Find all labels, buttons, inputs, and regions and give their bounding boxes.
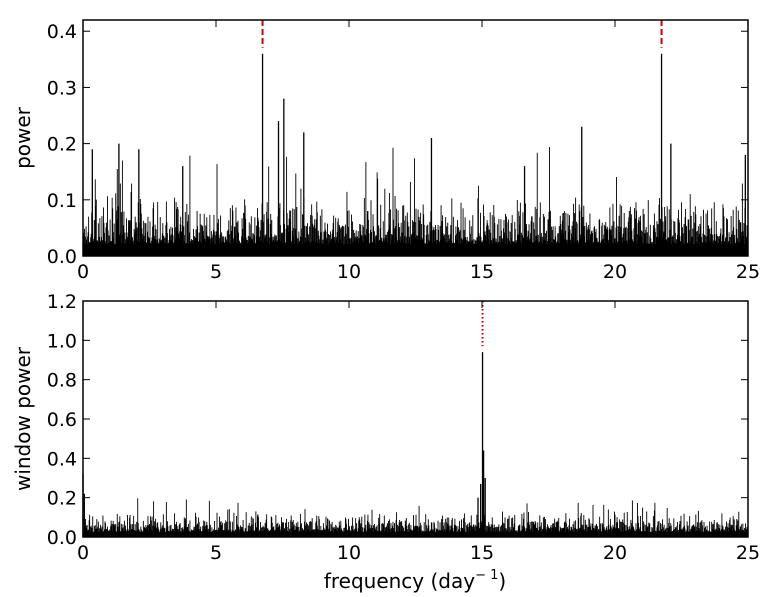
- y-tick-label: 0.0: [47, 246, 77, 268]
- window-power-ticks: 0 5 10 15 20 25 0.0 0.2 0.4 0.6 0.8 1.0 1.2: [47, 291, 760, 564]
- xlabel-suffix: ): [498, 569, 506, 593]
- x-tick-label: 25: [736, 542, 760, 564]
- x-tick-label: 0: [77, 542, 89, 564]
- frequency-xlabel: frequency (day− 1): [324, 568, 506, 593]
- x-tick-label: 10: [337, 542, 361, 564]
- x-tick-label: 20: [603, 542, 627, 564]
- y-tick-label: 0.6: [47, 409, 77, 431]
- x-tick-label: 5: [210, 261, 222, 283]
- xlabel-superscript: − 1: [475, 568, 498, 583]
- y-tick-label: 0.8: [47, 370, 77, 392]
- x-tick-label: 25: [736, 261, 760, 283]
- y-tick-label: 0.0: [47, 527, 77, 549]
- power-peak-markers: [261, 20, 663, 48]
- xlabel-main: frequency (day: [324, 569, 475, 593]
- window-power-panel: 0 5 10 15 20 25 0.0 0.2 0.4 0.6 0.8 1.0 1.2 window p…: [11, 291, 760, 593]
- power-axes-frame: [82, 19, 749, 257]
- power-ylabel: power: [11, 106, 35, 169]
- power-series: [82, 53, 749, 256]
- y-tick-label: 0.4: [47, 21, 77, 43]
- y-tick-label: 1.0: [47, 330, 77, 352]
- x-tick-label: 15: [470, 542, 494, 564]
- y-tick-label: 0.4: [47, 448, 77, 470]
- window-power-ylabel: window power: [11, 346, 35, 491]
- x-tick-label: 10: [337, 261, 361, 283]
- power-ticks: 0 5 10 15 20 25 0.0 0.1 0.2 0.3 0.4: [47, 20, 760, 283]
- y-tick-label: 0.2: [47, 134, 77, 156]
- y-tick-label: 0.2: [47, 488, 77, 510]
- y-tick-label: 0.1: [47, 190, 77, 212]
- power-panel: 0 5 10 15 20 25 0.0 0.1 0.2 0.3 0.4 power: [11, 19, 760, 283]
- x-tick-label: 20: [603, 261, 627, 283]
- x-tick-label: 0: [77, 261, 89, 283]
- y-tick-label: 1.2: [47, 291, 77, 313]
- x-tick-label: 5: [210, 542, 222, 564]
- noise-trace: [82, 498, 749, 537]
- window-power-axes-frame: [82, 300, 749, 538]
- window-power-series: [82, 352, 749, 537]
- x-tick-label: 15: [470, 261, 494, 283]
- y-tick-label: 0.3: [47, 77, 77, 99]
